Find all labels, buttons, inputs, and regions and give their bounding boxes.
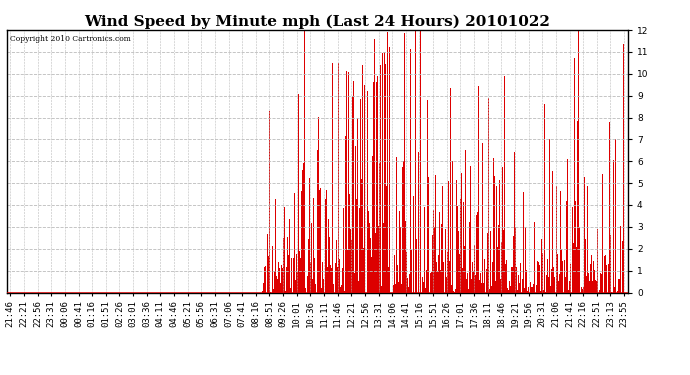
Title: Wind Speed by Minute mph (Last 24 Hours) 20101022: Wind Speed by Minute mph (Last 24 Hours)… bbox=[84, 15, 551, 29]
Text: Copyright 2010 Cartronics.com: Copyright 2010 Cartronics.com bbox=[10, 35, 131, 43]
